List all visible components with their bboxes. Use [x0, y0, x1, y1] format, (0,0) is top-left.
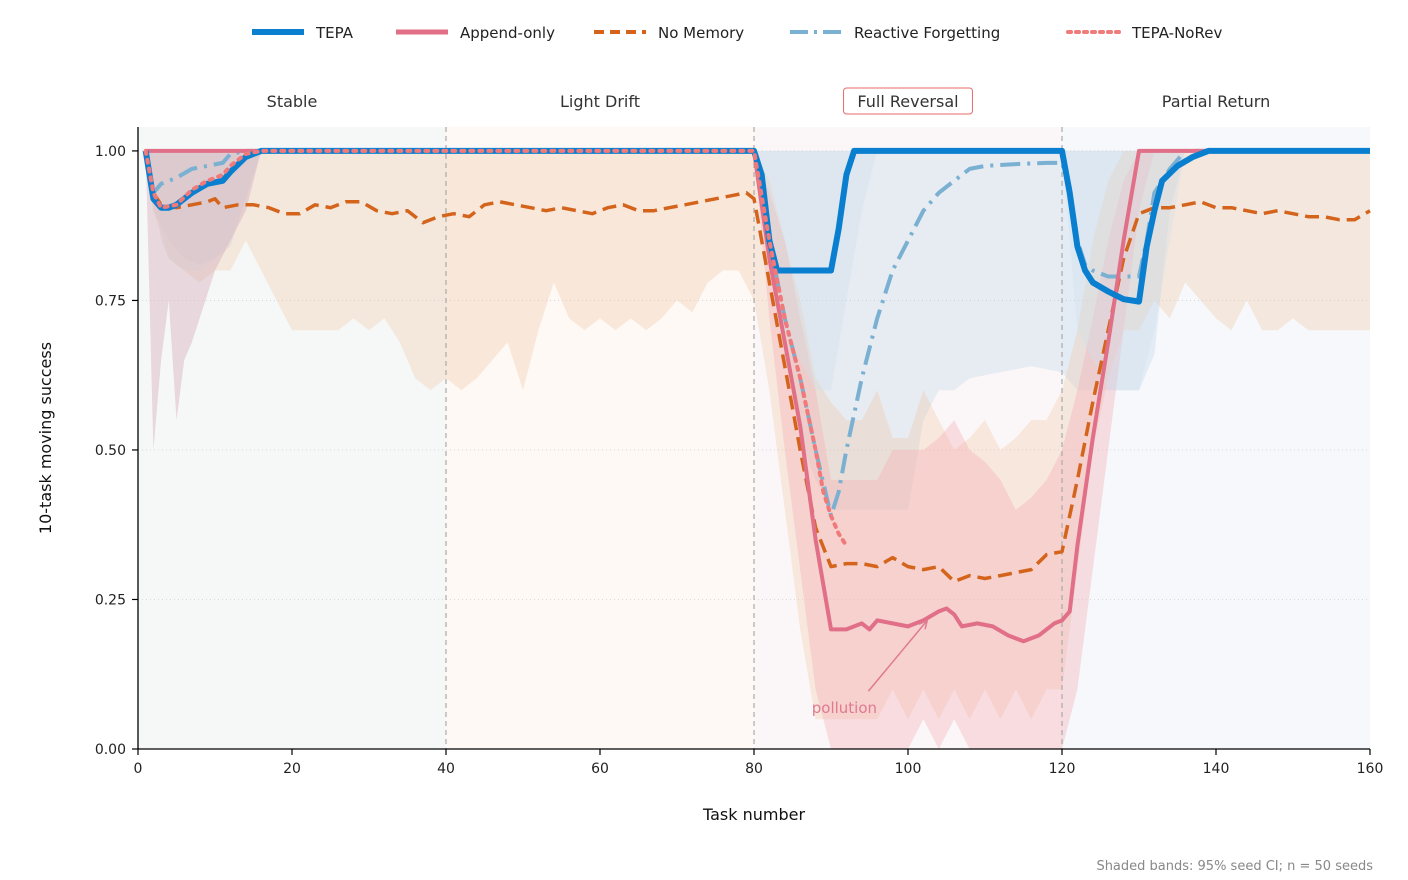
phase-labels: Stable Light Drift Full Reversal Partial Re… — [267, 87, 1270, 115]
phase-bg-1 — [446, 127, 754, 749]
line-append-only — [145, 148, 1370, 644]
legend-label-2: No Memory — [658, 24, 744, 42]
x-tick-label-8: 160 — [1357, 761, 1384, 777]
x-tick-label-0: 0 — [134, 761, 143, 777]
series-lines — [142, 147, 1371, 644]
axis-ticks: 0 20 40 60 80 100 120 140 160 0.00 0.25 0.50 0.75 1.0… — [95, 144, 1384, 777]
y-tick-label-3: 0.75 — [95, 293, 126, 309]
phase-label-0: Stable — [267, 92, 318, 111]
annotation-arrow — [867, 619, 928, 692]
x-tick-label-7: 140 — [1203, 761, 1230, 777]
line-no-memory — [143, 150, 1371, 584]
legend-label-3: Reactive Forgetting — [854, 24, 1000, 42]
phase-boundaries — [445, 127, 1063, 749]
legend-label-4: TEPA-NoRev — [1131, 24, 1222, 42]
band-append-only — [145, 150, 1371, 749]
phase-bg-2 — [754, 127, 1062, 749]
legend: TEPA Append-only No Memory Reactive Forgett… — [252, 24, 1222, 42]
phase-label-1: Light Drift — [560, 92, 640, 111]
band-tepa-norev — [145, 150, 292, 450]
line-tepa — [142, 147, 1370, 305]
line-reactive-forgetting — [143, 148, 1370, 518]
phase-label-2: Full Reversal — [857, 92, 958, 111]
band-reactive-forgetting — [145, 150, 1371, 510]
x-tick-label-4: 80 — [745, 761, 763, 777]
phase-label-box-2 — [843, 87, 973, 115]
x-tick-label-6: 120 — [1049, 761, 1076, 777]
y-tick-label-0: 0.00 — [95, 742, 126, 758]
pollution-annotation: pollution — [812, 619, 929, 717]
legend-label-1: Append-only — [460, 24, 555, 42]
y-axis-title: 10-task moving success — [36, 342, 55, 534]
x-tick-label-5: 100 — [895, 761, 922, 777]
phase-bg-3 — [1062, 127, 1370, 749]
annotation-text: pollution — [812, 699, 877, 717]
y-tick-label-2: 0.50 — [95, 443, 126, 459]
phase-backgrounds — [138, 127, 1370, 749]
band-no-memory — [145, 150, 1371, 720]
confidence-bands — [145, 150, 1371, 749]
annotation-arrowhead — [918, 619, 929, 630]
x-tick-label-3: 60 — [591, 761, 609, 777]
phase-label-3: Partial Return — [1162, 92, 1270, 111]
footnote: Shaded bands: 95% seed CI; n = 50 seeds — [1096, 859, 1373, 874]
x-tick-label-2: 40 — [437, 761, 455, 777]
band-tepa — [145, 150, 1371, 391]
line-tepa-norev — [143, 148, 849, 548]
legend-label-0: TEPA — [315, 24, 354, 42]
y-tick-label-4: 1.00 — [95, 144, 126, 160]
y-tick-label-1: 0.25 — [95, 592, 126, 608]
x-axis-title: Task number — [702, 805, 805, 824]
x-tick-label-1: 20 — [283, 761, 301, 777]
